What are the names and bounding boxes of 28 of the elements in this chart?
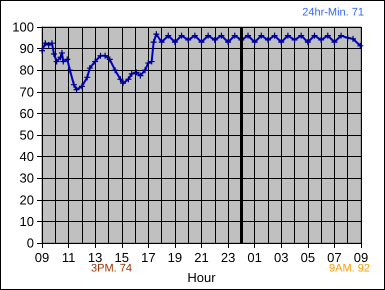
x-axis-title: Hour [187, 270, 216, 285]
x-tick-label: 15 [114, 250, 129, 265]
x-tick-label: 03 [274, 250, 288, 265]
x-tick-label: 05 [300, 250, 316, 265]
text: 9AM. 92 [329, 262, 370, 274]
x-tick-label: 17 [141, 250, 156, 265]
x-tick-label: 23 [220, 250, 236, 265]
x-tick-label: 21 [194, 250, 209, 265]
x-tick-label: 09 [34, 250, 50, 265]
text: 3PM. 74 [91, 262, 132, 274]
y-tick-label: 60 [20, 106, 34, 121]
y-tick-label: 90 [20, 41, 34, 56]
y-tick-label: 100 [12, 20, 34, 34]
y-tick-label: 70 [20, 84, 34, 100]
y-tick-label: 40 [20, 149, 34, 164]
x-tick-label: 13 [88, 250, 102, 265]
y-tick-label: 20 [20, 192, 34, 208]
x-tick-label: 01 [247, 250, 262, 265]
x-tick-label: 07 [327, 250, 342, 265]
x-tick-label: 09 [354, 250, 368, 265]
x-tick-label: 11 [62, 250, 76, 265]
y-tick-label: 80 [20, 62, 34, 78]
x-tick-label: 19 [168, 250, 182, 265]
y-tick-label: 10 [20, 214, 34, 229]
text: 24hr-Min. 71 [302, 6, 364, 18]
y-tick-label: 50 [20, 128, 34, 142]
y-tick-label: 0 [26, 236, 34, 250]
y-tick-label: 30 [20, 170, 34, 186]
